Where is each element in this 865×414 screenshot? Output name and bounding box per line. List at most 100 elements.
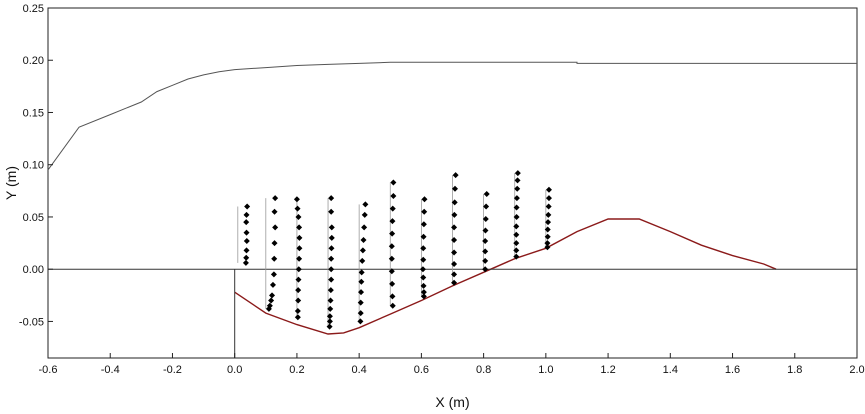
velocity-profile [482, 190, 490, 273]
profile-point [420, 282, 427, 289]
profile-point [388, 255, 395, 262]
profile-point [293, 196, 300, 203]
profile-point [295, 266, 302, 273]
profile-point [357, 310, 364, 317]
velocity-profile [388, 179, 397, 309]
profile-point [243, 229, 250, 236]
profile-point [294, 314, 301, 321]
velocity-profile [357, 201, 369, 325]
profile-point [327, 305, 334, 312]
velocity-profile [451, 172, 459, 286]
x-tick-label: 0.8 [476, 364, 491, 376]
profile-point [421, 208, 428, 215]
profile-point [295, 276, 302, 283]
profile-point [242, 259, 249, 266]
profile-point [451, 279, 458, 286]
profile-point [328, 224, 335, 231]
profile-point [243, 247, 250, 254]
profile-point [451, 236, 458, 243]
profile-point [451, 211, 458, 218]
profile-point [420, 293, 427, 300]
y-tick-label: 0.10 [23, 160, 44, 172]
profile-point [389, 302, 396, 309]
profile-point [452, 172, 459, 179]
velocity-profiles [237, 170, 552, 330]
profile-point [451, 260, 458, 267]
profile-point [268, 297, 275, 304]
x-tick-label: 2.0 [849, 364, 864, 376]
profile-point [243, 254, 250, 261]
axis-ticks: -0.6 -0.4 -0.2 0.0 0.2 0.4 0.6 0.8 1.0 1.2 1.4 1.6 1… [19, 3, 865, 376]
x-tick-label: 1.8 [787, 364, 802, 376]
profile-point [358, 278, 365, 285]
profile-point [295, 213, 302, 220]
profile-point [420, 274, 427, 281]
profile-point [269, 292, 276, 299]
profile-point [361, 224, 368, 231]
profile-point [328, 195, 335, 202]
velocity-profile [326, 195, 335, 330]
x-tick-label: -0.2 [163, 364, 182, 376]
profile-point [482, 237, 489, 244]
profile-point [482, 266, 489, 273]
profile-point [328, 276, 335, 283]
x-tick-label: 0.2 [289, 364, 304, 376]
profile-point [269, 281, 276, 288]
x-axis-label: X (m) [435, 394, 469, 410]
profile-point [244, 203, 251, 210]
velocity-profile [265, 195, 279, 312]
profile-point [420, 289, 427, 296]
profile-point [514, 185, 521, 192]
y-tick-label: 0.15 [23, 107, 44, 119]
profile-point [390, 179, 397, 186]
y-tick-label: 0.00 [23, 264, 44, 276]
profile-point [360, 236, 367, 243]
profile-point [389, 218, 396, 225]
profile-point [420, 233, 427, 240]
y-tick-label: -0.05 [19, 316, 44, 328]
profile-point [328, 208, 335, 215]
profile-point [294, 205, 301, 212]
profile-point [388, 268, 395, 275]
profile-point [419, 266, 426, 273]
profile-point [451, 249, 458, 256]
x-tick-label: 1.6 [725, 364, 740, 376]
profile-point [420, 221, 427, 228]
velocity-profile [419, 196, 428, 300]
profile-point [513, 231, 520, 238]
profile-point [482, 257, 489, 264]
profile-point [357, 299, 364, 306]
profile-point [271, 255, 278, 262]
x-tick-label: 1.4 [663, 364, 678, 376]
profile-point [296, 255, 303, 262]
profile-point [421, 196, 428, 203]
velocity-profile [293, 196, 303, 321]
profile-point [390, 193, 397, 200]
profile-point [328, 234, 335, 241]
profile-point [451, 185, 458, 192]
profile-point [294, 307, 301, 314]
profile-point [451, 224, 458, 231]
x-tick-label: -0.6 [39, 364, 58, 376]
profile-point [296, 234, 303, 241]
profile-point [271, 240, 278, 247]
profile-point [482, 248, 489, 255]
profile-point [513, 204, 520, 211]
y-tick-label: 0.20 [23, 55, 44, 67]
velocity-profile [237, 203, 251, 266]
profile-point [270, 271, 277, 278]
profile-point [389, 230, 396, 237]
profile-point [389, 293, 396, 300]
profile-point [326, 323, 333, 330]
profile-point [326, 318, 333, 325]
profile-point [296, 245, 303, 252]
profile-point [271, 208, 278, 215]
profile-point [545, 195, 552, 202]
profile-point [265, 305, 272, 312]
profile-point [328, 255, 335, 262]
profile-point [513, 253, 520, 260]
profile-point [296, 224, 303, 231]
y-tick-label: 0.25 [23, 3, 44, 15]
x-tick-label: 0.6 [414, 364, 429, 376]
